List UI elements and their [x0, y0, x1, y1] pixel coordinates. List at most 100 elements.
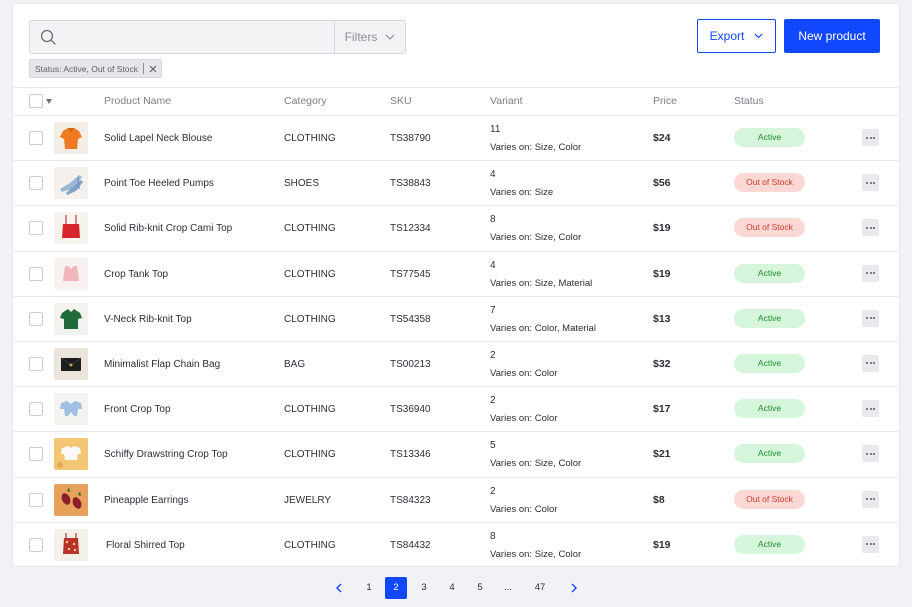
row-checkbox[interactable] [29, 492, 43, 507]
column-header-category[interactable]: Category [284, 95, 327, 107]
black-bag-icon [54, 347, 88, 380]
active-filter-chip: Status: Active, Out of Stock [29, 59, 162, 78]
table-row: Schiffy Drawstring Crop Top CLOTHING TS1… [13, 432, 899, 478]
product-sku: TS13346 [390, 449, 431, 461]
more-actions-button[interactable] [862, 400, 879, 418]
variant-note: Varies on: Size [490, 187, 554, 199]
column-header-variant[interactable]: Variant [490, 95, 523, 107]
table-row: Solid Lapel Neck Blouse CLOTHING TS38790… [13, 116, 899, 162]
more-actions-button[interactable] [862, 174, 879, 192]
next-page-button[interactable] [563, 577, 585, 599]
more-actions-button[interactable] [862, 129, 879, 146]
table-row: Floral Shirred Top CLOTHING TS84432 8 Va… [13, 523, 899, 568]
product-category: CLOTHING [284, 404, 336, 416]
product-name[interactable]: Minimalist Flap Chain Bag [104, 358, 221, 370]
more-actions-button[interactable] [862, 445, 879, 463]
product-name[interactable]: V-Neck Rib-knit Top [104, 313, 192, 325]
caret-down-icon[interactable] [46, 99, 52, 104]
status-badge: Active [734, 128, 805, 147]
prev-page-button[interactable] [327, 577, 349, 599]
dot [866, 181, 868, 184]
page-button-5[interactable]: 5 [477, 582, 483, 593]
column-header-status[interactable]: Status [734, 95, 764, 107]
more-actions-button[interactable] [862, 219, 879, 237]
product-name[interactable]: Floral Shirred Top [106, 539, 185, 551]
row-checkbox[interactable] [29, 266, 43, 281]
dot [869, 452, 872, 455]
product-category: CLOTHING [284, 449, 336, 461]
dot [869, 272, 872, 275]
green-tee-icon [54, 302, 88, 335]
page-button-3[interactable]: 3 [421, 582, 427, 593]
product-name[interactable]: Schiffy Drawstring Crop Top [104, 449, 228, 461]
page-button-4[interactable]: 4 [449, 582, 455, 593]
product-name[interactable]: Solid Rib-knit Crop Cami Top [104, 223, 233, 235]
product-name[interactable]: Crop Tank Top [104, 268, 169, 280]
filters-dropdown[interactable]: Filters [334, 21, 405, 53]
variant-note: Varies on: Size, Color [490, 458, 582, 470]
row-checkbox[interactable] [29, 537, 43, 552]
product-price: $19 [653, 222, 671, 235]
product-name[interactable]: Front Crop Top [104, 404, 171, 416]
dot [873, 362, 875, 365]
select-all-checkbox[interactable] [29, 94, 43, 108]
more-actions-button[interactable] [862, 490, 879, 508]
dot [866, 498, 868, 500]
more-actions-button[interactable] [862, 354, 879, 372]
variant-count: 7 [490, 304, 496, 316]
white-crop-icon [54, 438, 88, 471]
export-label: Export [709, 29, 745, 43]
row-checkbox[interactable] [29, 447, 43, 462]
column-header-product-name[interactable]: Product Name [104, 95, 172, 107]
product-sku: TS84323 [390, 494, 431, 506]
product-name[interactable]: Point Toe Heeled Pumps [104, 178, 214, 190]
variant-note: Varies on: Size, Color [490, 232, 582, 244]
export-button[interactable]: Export [697, 19, 776, 53]
column-header-sku[interactable]: SKU [390, 95, 412, 107]
product-name[interactable]: Pineapple Earrings [104, 494, 189, 506]
variant-count: 2 [490, 485, 496, 497]
search-bar: Filters [29, 20, 406, 54]
product-price: $13 [653, 312, 671, 325]
page-button-2-current[interactable]: 2 [385, 577, 407, 599]
variant-count: 11 [490, 124, 501, 135]
new-product-label: New product [798, 29, 866, 43]
status-badge: Active [734, 399, 805, 419]
dot [873, 452, 875, 455]
dot [869, 407, 872, 410]
row-checkbox[interactable] [29, 402, 43, 417]
dot [869, 543, 872, 546]
row-checkbox[interactable] [29, 221, 43, 236]
page-button-1[interactable]: 1 [366, 582, 372, 593]
dot [873, 317, 875, 320]
products-card: Filters Status: Active, Out of Stock Exp… [12, 3, 900, 567]
chevron-down-icon [385, 34, 395, 40]
search-input[interactable] [30, 21, 334, 53]
status-badge: Active [734, 263, 805, 283]
new-product-button[interactable]: New product [784, 19, 880, 53]
product-category: BAG [284, 358, 306, 370]
active-filter-label: Status: Active, Out of Stock [35, 63, 138, 74]
dot [869, 136, 872, 139]
row-checkbox[interactable] [29, 356, 43, 371]
product-price: $19 [653, 267, 671, 280]
more-actions-button[interactable] [862, 535, 879, 553]
product-name[interactable]: Solid Lapel Neck Blouse [104, 133, 213, 144]
close-icon[interactable] [149, 65, 157, 73]
row-checkbox[interactable] [29, 311, 43, 326]
product-price: $32 [653, 357, 671, 370]
column-header-price[interactable]: Price [653, 95, 677, 107]
variant-count: 4 [490, 259, 496, 271]
more-actions-button[interactable] [862, 264, 879, 282]
status-badge: Out of Stock [734, 218, 805, 238]
more-actions-button[interactable] [862, 309, 879, 327]
variant-count: 2 [490, 349, 496, 361]
variant-count: 8 [490, 214, 496, 226]
page-button-47[interactable]: 47 [534, 582, 546, 593]
dot [869, 181, 872, 184]
chevron-down-icon [754, 33, 763, 39]
pagination: 1 2 3 4 5 ... 47 [0, 577, 912, 599]
row-checkbox[interactable] [29, 176, 43, 191]
row-checkbox[interactable] [29, 131, 43, 145]
dot [869, 498, 872, 500]
